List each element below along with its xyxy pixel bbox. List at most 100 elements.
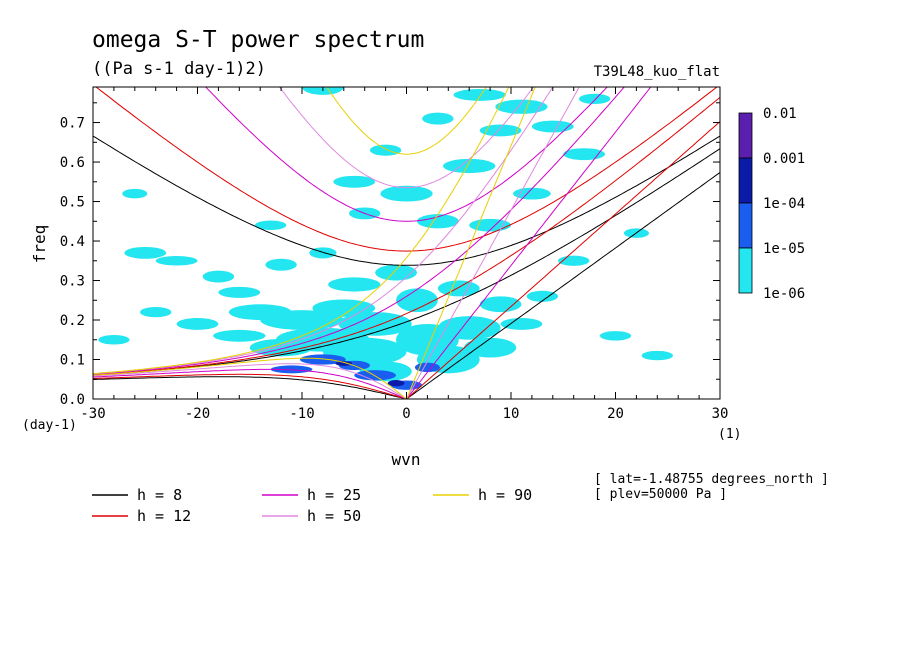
spectrum-blob-37 <box>495 99 548 114</box>
spectrum-blob-39 <box>531 120 574 133</box>
y-tick-label: 0.4 <box>60 234 85 250</box>
y-tick-label: 0.5 <box>60 195 85 211</box>
spectrum-blob-54 <box>270 365 313 374</box>
curve-ig-h25 <box>205 87 608 222</box>
curve-mrg-h50 <box>93 87 554 375</box>
spectrum-blob-25 <box>437 280 480 297</box>
chart-units: ((Pa s-1 day-1)2) <box>92 59 266 79</box>
spectrum-blob-47 <box>513 187 551 200</box>
spectrum-blob-24 <box>463 337 517 358</box>
spectrum-blob-58 <box>335 361 353 366</box>
spectrum-blob-49 <box>254 220 287 230</box>
x-tick-label: -30 <box>80 406 105 422</box>
spectrum-blob-15 <box>176 318 219 330</box>
curve-ig-h50 <box>278 87 535 189</box>
spectrum-blob-4 <box>265 258 297 271</box>
spectrum-blob-8 <box>260 310 344 330</box>
colorbar-swatch <box>738 247 753 294</box>
y-tick-label: 0.0 <box>60 392 85 408</box>
spectrum-blob-20 <box>396 288 438 313</box>
run-label: T39L48_kuo_flat <box>594 64 720 80</box>
legend-label-h25: h = 25 <box>307 486 361 504</box>
spectrum-blob-35 <box>443 158 496 174</box>
legend-label-h8: h = 8 <box>137 486 182 504</box>
spectrum-blob-36 <box>479 124 522 137</box>
colorbar-label: 1e-06 <box>763 286 805 302</box>
curve-kelvin-h90 <box>406 87 536 399</box>
spectrum-blob-1 <box>155 256 198 266</box>
legend-label-h50: h = 50 <box>307 507 361 525</box>
spectrum-blob-31 <box>641 350 673 361</box>
spectrum-blob-0 <box>124 246 167 259</box>
curve-mrg-h90 <box>93 87 510 375</box>
colorbar-label: 1e-05 <box>763 241 805 257</box>
spectrum-blob-45 <box>369 144 402 156</box>
legend-label-h12: h = 12 <box>137 507 191 525</box>
spectrum-blob-16 <box>140 306 172 318</box>
spectrum-blob-17 <box>98 335 130 345</box>
spectrum-blob-57 <box>387 380 405 387</box>
curve-er-h12 <box>93 373 407 399</box>
curve-kelvin-h8 <box>406 172 720 399</box>
x-tick-label: 30 <box>712 406 729 422</box>
colorbar-label: 0.01 <box>763 106 797 122</box>
curve-er-h8 <box>93 376 407 399</box>
spectrum-blob-33 <box>380 185 433 202</box>
curve-ig-h8 <box>93 135 720 266</box>
spectrum-blob-40 <box>563 148 606 161</box>
spectrum-blob-6 <box>328 277 381 292</box>
spectrum-blob-48 <box>122 188 148 199</box>
y-unit-label: (day-1) <box>22 418 77 433</box>
info-plev: [ plev=50000 Pa ] <box>594 487 727 502</box>
spectrum-blob-51 <box>299 354 346 365</box>
x-tick-label: -20 <box>185 406 210 422</box>
colorbar-swatch <box>738 112 753 159</box>
y-tick-label: 0.3 <box>60 274 85 290</box>
spectrum-blob-23 <box>437 316 501 340</box>
x-tick-label: 10 <box>503 406 520 422</box>
curve-kelvin-h12 <box>406 121 720 399</box>
spectrum-blob-42 <box>422 112 454 125</box>
x-unit-label: (1) <box>718 427 741 442</box>
colorbar-swatch <box>738 157 753 204</box>
spectrum-blob-14 <box>213 329 266 342</box>
y-tick-label: 0.7 <box>60 116 85 132</box>
spectrum-blob-32 <box>416 214 459 229</box>
spectrum-blob-28 <box>526 290 559 302</box>
curve-er-h90 <box>93 357 407 399</box>
y-tick-label: 0.1 <box>60 353 85 369</box>
colorbar-label: 0.001 <box>763 151 805 167</box>
spectrum-blob-38 <box>453 88 506 101</box>
x-tick-label: 0 <box>402 406 410 422</box>
legend-label-h90: h = 90 <box>478 486 532 504</box>
x-tick-label: 20 <box>607 406 624 422</box>
y-tick-label: 0.6 <box>60 155 85 171</box>
curve-kelvin-h50 <box>406 87 580 399</box>
spectrum-blob-10 <box>338 312 412 336</box>
colorbar-label: 1e-04 <box>763 196 805 212</box>
chart-title: omega S-T power spectrum <box>92 27 424 53</box>
colorbar-swatch <box>738 202 753 249</box>
spectrum-blob-26 <box>479 296 522 313</box>
spectrum-blob-30 <box>599 331 632 341</box>
y-tick-label: 0.2 <box>60 313 85 329</box>
curve-kelvin-h25 <box>406 87 652 399</box>
legend: h = 8 h = 12 h = 25 h = 50 h = 90 <box>92 486 532 525</box>
spectrum-blob-44 <box>333 175 376 188</box>
curve-ig-h90 <box>326 87 487 155</box>
info-lat: [ lat=-1.48755 degrees_north ] <box>594 472 829 487</box>
x-axis-label: wvn <box>392 450 421 469</box>
spectrum-blob-2 <box>202 270 235 283</box>
spectrum-blob-41 <box>578 93 611 104</box>
y-axis-label: freq <box>30 225 49 264</box>
curve-er-h50 <box>93 363 407 399</box>
curve-er-h25 <box>93 368 407 399</box>
curve-ig-h12 <box>95 87 718 252</box>
curve-mrg-h25 <box>93 87 625 375</box>
x-tick-label: -10 <box>289 406 314 422</box>
plot-area: -30 -20 -10 0 10 20 30 0.0 0.1 0.2 0.3 0.4 0.5 0.6 0.… <box>60 86 729 422</box>
curve-mrg-h12 <box>93 97 720 376</box>
spectrum-blob-3 <box>218 286 261 298</box>
spectrum-blob-27 <box>500 318 543 330</box>
